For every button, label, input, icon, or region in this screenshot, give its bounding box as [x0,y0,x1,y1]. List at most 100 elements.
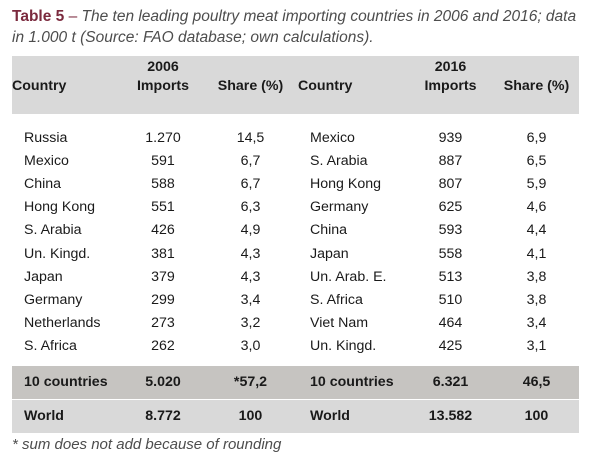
country-2016: Un. Arab. E. [310,268,387,285]
imports-header: Imports [123,78,203,114]
data-table-container: 2006 2016 Country Imports Share (%) Coun… [12,56,579,433]
country-2006: S. Arabia [24,222,82,239]
total-imports-2006: 5.020 [123,365,203,400]
table-header: 2006 2016 Country Imports Share (%) Coun… [12,56,579,114]
share-2016: 6,5 [526,152,547,169]
share-2006: 3,4 [240,291,261,308]
table-row: Un. Kingd. 381 4,3 Japan 558 4,1 [12,242,579,265]
share-2016: 4,4 [526,222,547,239]
country-2006: Mexico [24,152,69,169]
total-label-2016: 10 countries [298,365,407,400]
caption-text: The ten leading poultry meat importing c… [12,8,577,46]
country-2016: China [310,222,348,239]
imports-2006: 551 [151,199,175,216]
world-label-2016: World [298,399,407,433]
total-share-2016: 46,5 [494,365,579,400]
share-2006: 6,3 [240,199,261,216]
imports-2016: 510 [438,291,463,308]
country-2006: Japan [24,268,63,285]
world-row: World 8.772 100 World 13.582 100 [12,399,579,433]
table-body: Russia 1.270 14,5 Mexico 939 6,9 Mexico 591 6,7 S… [12,114,579,366]
share-2006: 4,3 [240,268,261,285]
country-2016: S. Africa [310,291,363,308]
country-2016: Viet Nam [310,315,369,332]
total-label-2006: 10 countries [12,365,123,400]
world-imports-2016: 13.582 [407,399,494,433]
country-2016: Hong Kong [310,175,381,192]
country-2006: S. Africa [24,338,77,355]
world-share-2006: 100 [203,399,298,433]
share-2016: 6,9 [526,129,547,146]
imports-2006: 262 [151,338,175,355]
country-2016: Germany [310,199,369,216]
imports-2006: 426 [151,222,175,239]
table-caption: Table 5 – The ten leading poultry meat i… [12,6,584,48]
share-2006: 6,7 [240,175,261,192]
total-row: 10 countries 5.020 *57,2 10 countries 6.… [12,365,579,400]
share-2006: 3,0 [240,338,261,355]
imports-2006: 591 [151,152,175,169]
country-2006: Un. Kingd. [24,245,91,262]
world-label-2006: World [12,399,123,433]
share-2016: 5,9 [526,175,547,192]
caption-label: Table 5 [12,8,65,25]
imports-2006: 1.270 [145,129,181,146]
country-2006: China [24,175,62,192]
table-row: Hong Kong 551 6,3 Germany 625 4,6 [12,196,579,219]
year-2006-header: 2006 [123,56,203,78]
imports-2016: 464 [438,315,463,332]
world-imports-2006: 8.772 [123,399,203,433]
share-2016: 3,4 [526,315,547,332]
imports-2006: 588 [151,175,175,192]
world-share-2016: 100 [494,399,579,433]
country-2006: Germany [24,291,83,308]
country-2006: Hong Kong [24,199,95,216]
table-row: Germany 299 3,4 S. Africa 510 3,8 [12,288,579,311]
share-2006: 6,7 [240,152,261,169]
imports-2016: 513 [438,268,463,285]
caption-dash: – [64,8,82,25]
share-2016: 3,8 [526,268,547,285]
share-2016: 4,6 [526,199,547,216]
imports-2006: 379 [151,268,175,285]
share-2016: 3,1 [526,338,547,355]
table-row: Japan 379 4,3 Un. Arab. E. 513 3,8 [12,265,579,288]
imports-header: Imports [407,78,494,114]
country-header: Country [12,78,123,114]
country-2016: Japan [310,245,349,262]
imports-2016: 593 [438,222,463,239]
imports-2006: 299 [151,291,175,308]
imports-table: 2006 2016 Country Imports Share (%) Coun… [12,56,579,433]
year-2016-header: 2016 [407,56,494,78]
share-2006: 4,9 [240,222,261,239]
share-header: Share (%) [494,78,579,114]
country-2016: Un. Kingd. [310,338,377,355]
table-row: Netherlands 273 3,2 Viet Nam 464 3,4 [12,312,579,335]
table-row: Mexico 591 6,7 S. Arabia 887 6,5 [12,149,579,172]
country-2006: Russia [24,129,68,146]
table-row: Russia 1.270 14,5 Mexico 939 6,9 [12,114,579,149]
imports-2016: 887 [438,152,463,169]
share-2006: 4,3 [240,245,261,262]
imports-2016: 558 [438,245,463,262]
table-row: S. Africa 262 3,0 Un. Kingd. 425 3,1 [12,335,579,366]
footnote: * sum does not add because of rounding [12,436,282,453]
country-header: Country [298,78,407,114]
share-2016: 4,1 [526,245,547,262]
imports-2016: 625 [438,199,463,216]
share-2006: 14,5 [236,129,265,146]
table-row: China 588 6,7 Hong Kong 807 5,9 [12,172,579,195]
imports-2006: 273 [151,315,175,332]
country-2016: Mexico [310,129,355,146]
table-summary: 10 countries 5.020 *57,2 10 countries 6.… [12,365,579,433]
total-share-2006: *57,2 [203,365,298,400]
imports-2016: 939 [438,129,463,146]
country-2016: S. Arabia [310,152,368,169]
table-row: S. Arabia 426 4,9 China 593 4,4 [12,219,579,242]
share-2006: 3,2 [240,315,261,332]
country-2006: Netherlands [24,315,101,332]
imports-2006: 381 [151,245,175,262]
imports-2016: 807 [438,175,463,192]
imports-2016: 425 [438,338,463,355]
share-2016: 3,8 [526,291,547,308]
